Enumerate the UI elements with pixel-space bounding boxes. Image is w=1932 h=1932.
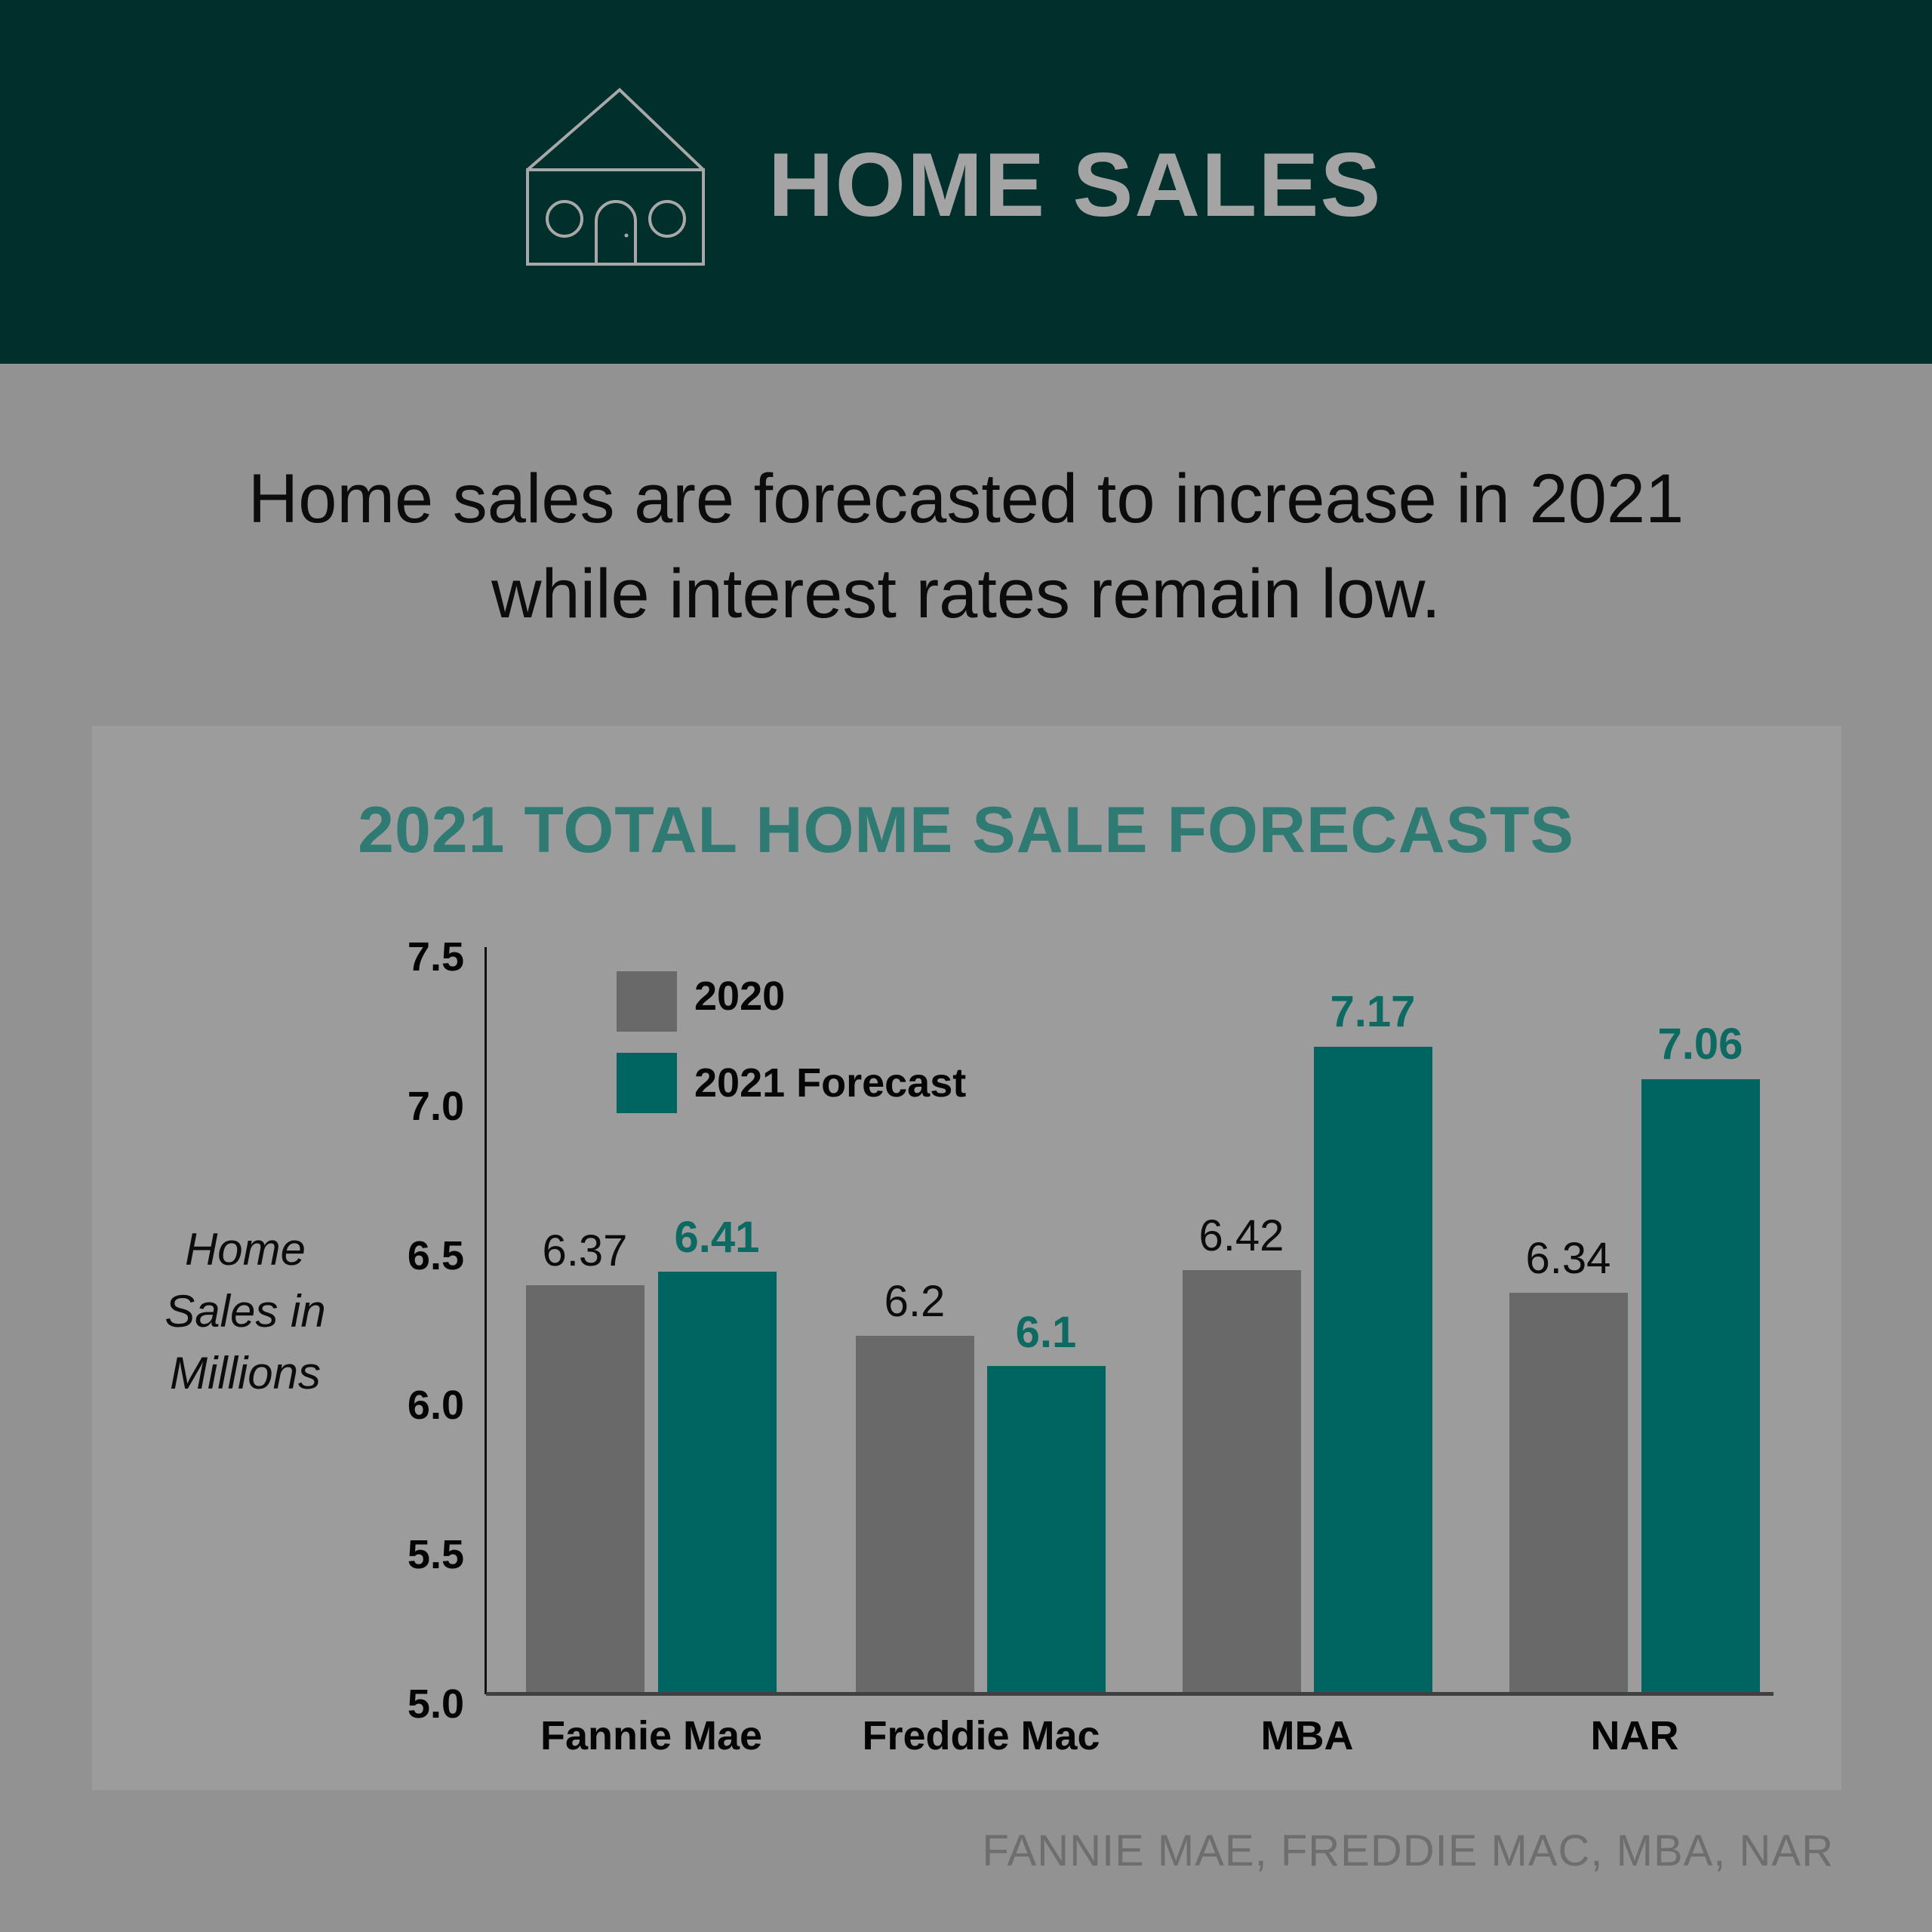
bar-freddie-mac-2020 [856, 1336, 974, 1694]
bar-nar-2020 [1509, 1293, 1628, 1694]
subtitle-line-2: while interest rates remain low. [491, 555, 1441, 632]
header-banner: HOME SALES [0, 0, 1932, 364]
legend-swatch-2021-forecast [617, 1053, 677, 1113]
y-tick: 5.5 [407, 1532, 464, 1577]
bar-freddie-mac-2021 [987, 1366, 1106, 1694]
x-axis-line [486, 1692, 1774, 1696]
x-tick-mba: MBA [1260, 1713, 1354, 1758]
bar-fannie-mae-2020 [526, 1285, 645, 1694]
x-tick-fannie-mae: Fannie Mae [540, 1713, 763, 1758]
subtitle: Home sales are forecasted to increase in… [0, 451, 1932, 641]
source-credit: FANNIE MAE, FREDDIE MAC, MBA, NAR [982, 1826, 1834, 1875]
bar-mba-2020 [1183, 1270, 1301, 1694]
value-label: 6.41 [674, 1213, 760, 1262]
y-tick: 5.0 [407, 1681, 464, 1727]
y-tick: 6.5 [407, 1233, 464, 1278]
subtitle-line-1: Home sales are forecasted to increase in… [248, 460, 1684, 537]
value-label: 6.42 [1198, 1211, 1284, 1260]
x-tick-nar: NAR [1590, 1713, 1679, 1758]
value-label: 6.34 [1525, 1234, 1611, 1283]
chart-title: 2021 TOTAL HOME SALE FORECASTS [358, 794, 1574, 866]
y-tick: 6.0 [407, 1383, 464, 1428]
bar-nar-2021 [1641, 1079, 1760, 1694]
y-tick: 7.5 [407, 934, 464, 980]
y-axis-label-line: Millions [169, 1348, 321, 1398]
value-label: 7.06 [1657, 1020, 1743, 1069]
legend-label-2021-forecast: 2021 Forecast [694, 1060, 967, 1106]
bar-fannie-mae-2021 [658, 1272, 777, 1694]
value-label: 6.2 [884, 1277, 946, 1326]
y-axis-label-line: Sales in [165, 1286, 326, 1337]
legend-label-2020: 2020 [694, 974, 786, 1019]
legend-swatch-2020 [617, 971, 677, 1032]
y-axis-line [485, 947, 487, 1694]
house-icon [526, 88, 705, 266]
value-label: 6.1 [1015, 1308, 1077, 1357]
bar-mba-2021 [1314, 1047, 1432, 1694]
x-tick-freddie-mac: Freddie Mac [862, 1713, 1100, 1758]
value-label: 7.17 [1330, 987, 1416, 1036]
value-label: 6.37 [542, 1226, 628, 1275]
y-axis-label: Home Sales in Millions [136, 1219, 355, 1404]
y-tick: 7.0 [407, 1084, 464, 1129]
y-axis-label-line: Home [184, 1224, 306, 1275]
page-title: HOME SALES [768, 134, 1383, 235]
